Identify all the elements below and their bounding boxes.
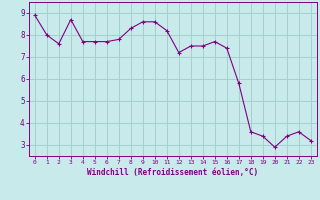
X-axis label: Windchill (Refroidissement éolien,°C): Windchill (Refroidissement éolien,°C) — [87, 168, 258, 177]
